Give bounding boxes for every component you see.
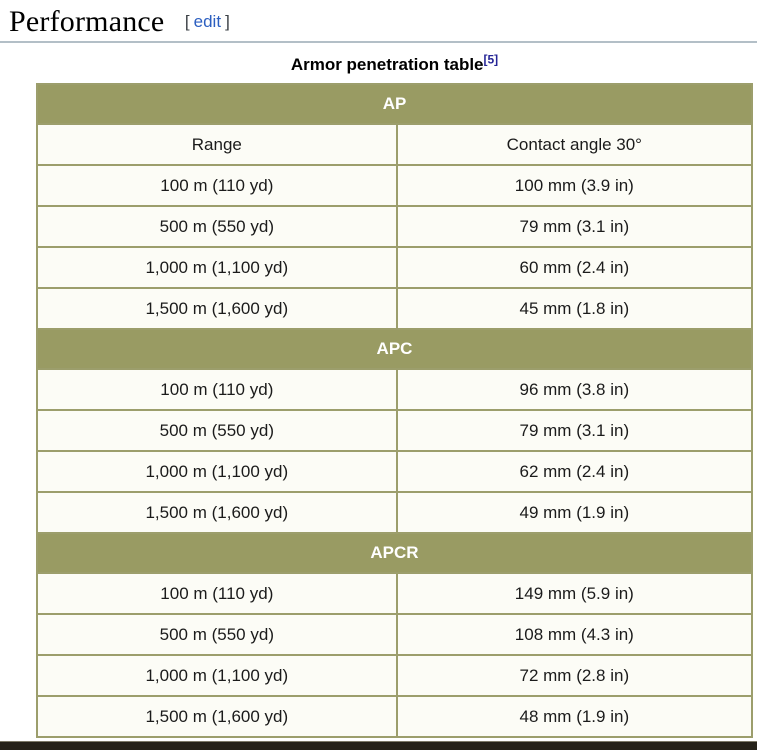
range-cell: 1,000 m (1,100 yd) xyxy=(36,654,398,697)
range-cell: 100 m (110 yd) xyxy=(36,368,398,411)
table-caption: Armor penetration table[5] xyxy=(36,52,753,75)
table-row: 1,000 m (1,100 yd) 62 mm (2.4 in) xyxy=(36,450,754,493)
range-cell: 1,000 m (1,100 yd) xyxy=(36,246,398,289)
table-row: 1,500 m (1,600 yd) 45 mm (1.8 in) xyxy=(36,287,754,330)
penetration-cell: 72 mm (2.8 in) xyxy=(395,654,754,697)
edit-bracket-open: [ xyxy=(184,12,190,31)
table-row: 100 m (110 yd) 149 mm (5.9 in) xyxy=(36,572,754,615)
table-row-section-ap: AP xyxy=(36,83,753,125)
table-row: 500 m (550 yd) 79 mm (3.1 in) xyxy=(36,205,754,248)
window-edge-bar xyxy=(0,741,757,750)
table-row: 1,500 m (1,600 yd) 48 mm (1.9 in) xyxy=(36,695,754,738)
edit-link[interactable]: edit xyxy=(193,12,222,31)
range-cell: 100 m (110 yd) xyxy=(36,572,398,615)
edit-section: [edit] xyxy=(185,12,230,31)
armor-penetration-table: AP Range Contact angle 30° 100 m (110 yd… xyxy=(36,83,754,738)
range-cell: 1,500 m (1,600 yd) xyxy=(36,491,398,534)
column-header-range: Range xyxy=(36,123,398,166)
range-cell: 1,000 m (1,100 yd) xyxy=(36,450,398,493)
penetration-cell: 79 mm (3.1 in) xyxy=(395,409,754,452)
table-row: 100 m (110 yd) 100 mm (3.9 in) xyxy=(36,164,754,207)
table-row-columns: Range Contact angle 30° xyxy=(36,123,754,166)
penetration-cell: 60 mm (2.4 in) xyxy=(395,246,754,289)
penetration-cell: 62 mm (2.4 in) xyxy=(395,450,754,493)
penetration-cell: 45 mm (1.8 in) xyxy=(395,287,754,330)
table-row: 500 m (550 yd) 79 mm (3.1 in) xyxy=(36,409,754,452)
table-row: 1,000 m (1,100 yd) 60 mm (2.4 in) xyxy=(36,246,754,289)
table-row: 1,000 m (1,100 yd) 72 mm (2.8 in) xyxy=(36,654,754,697)
section-header-apcr: APCR xyxy=(36,532,753,574)
page-title: Performance xyxy=(9,5,164,38)
range-cell: 500 m (550 yd) xyxy=(36,613,398,656)
range-cell: 1,500 m (1,600 yd) xyxy=(36,287,398,330)
penetration-cell: 108 mm (4.3 in) xyxy=(395,613,754,656)
penetration-cell: 49 mm (1.9 in) xyxy=(395,491,754,534)
edit-bracket-close: ] xyxy=(225,12,230,31)
reference-link[interactable]: [5] xyxy=(483,52,499,67)
table-caption-text: Armor penetration table xyxy=(290,55,484,74)
page-title-text: Performance xyxy=(9,5,165,38)
section-header-apc: APC xyxy=(36,328,753,370)
penetration-cell: 100 mm (3.9 in) xyxy=(395,164,754,207)
table-row: 1,500 m (1,600 yd) 49 mm (1.9 in) xyxy=(36,491,754,534)
range-cell: 1,500 m (1,600 yd) xyxy=(36,695,398,738)
column-header-contact-angle: Contact angle 30° xyxy=(395,123,754,166)
table-row-section-apc: APC xyxy=(36,328,753,370)
penetration-cell: 48 mm (1.9 in) xyxy=(395,695,754,738)
section-header-ap: AP xyxy=(36,83,753,125)
table-row: 100 m (110 yd) 96 mm (3.8 in) xyxy=(36,368,754,411)
section-heading: Performance [edit] xyxy=(0,0,757,43)
reference-sup: [5] xyxy=(484,52,499,66)
table-row: 500 m (550 yd) 108 mm (4.3 in) xyxy=(36,613,754,656)
range-cell: 500 m (550 yd) xyxy=(36,409,398,452)
penetration-cell: 79 mm (3.1 in) xyxy=(395,205,754,248)
range-cell: 500 m (550 yd) xyxy=(36,205,398,248)
range-cell: 100 m (110 yd) xyxy=(36,164,398,207)
penetration-cell: 96 mm (3.8 in) xyxy=(395,368,754,411)
penetration-cell: 149 mm (5.9 in) xyxy=(395,572,754,615)
table-row-section-apcr: APCR xyxy=(36,532,753,574)
